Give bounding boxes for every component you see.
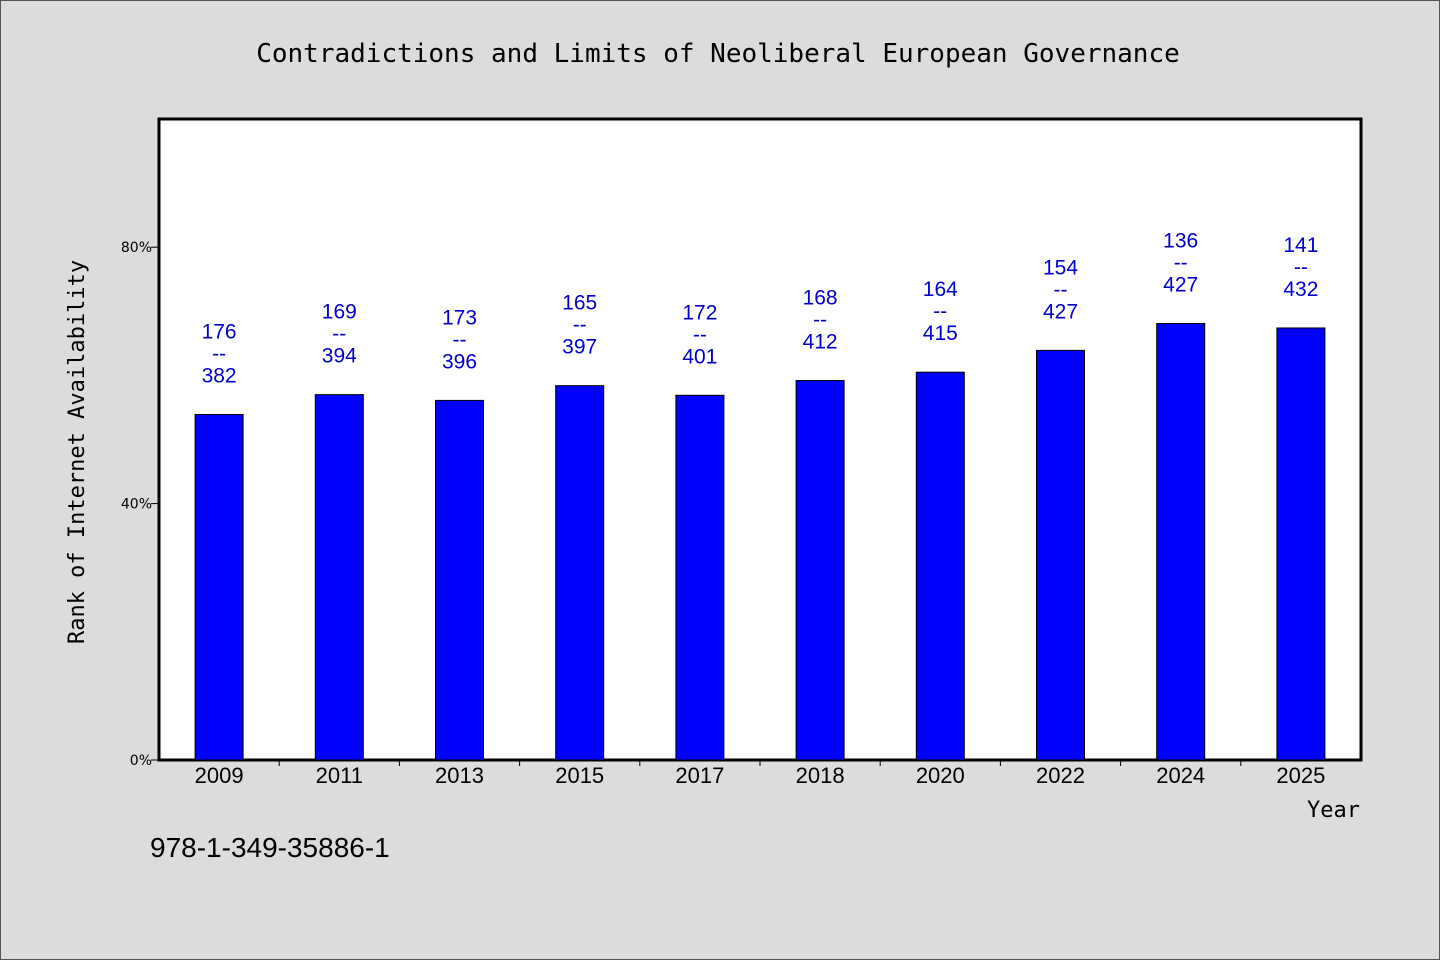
data-label-2024-top: 136 (1163, 229, 1198, 252)
data-labels: 176--382169--394173--396165--397172--401… (202, 229, 1319, 387)
data-label-2018-bottom: 412 (803, 331, 838, 354)
x-tick-label-2020: 2020 (916, 763, 965, 788)
data-label-2017-sep: -- (693, 323, 707, 346)
y-tick-label-80%: 80% (121, 240, 152, 256)
bar-2017 (675, 394, 725, 761)
x-tick-label-2024: 2024 (1156, 763, 1205, 788)
bar-2024 (1156, 322, 1206, 761)
data-label-2018-sep: -- (813, 309, 827, 332)
data-label-2022-bottom: 427 (1043, 300, 1078, 323)
bars (194, 322, 1326, 761)
data-label-2015-bottom: 397 (562, 336, 597, 359)
bar-2009 (194, 414, 244, 761)
data-label-2011-bottom: 394 (322, 345, 357, 368)
bar-2020 (915, 371, 965, 761)
data-label-2017-bottom: 401 (682, 345, 717, 368)
data-label-2015-sep: -- (573, 314, 587, 337)
x-tick-label-2025: 2025 (1276, 763, 1325, 788)
data-label-2022-top: 154 (1043, 256, 1078, 279)
data-label-2009-bottom: 382 (202, 365, 237, 388)
bar-2018 (795, 380, 845, 761)
bar-2013 (435, 399, 484, 761)
bar-2022 (1036, 349, 1085, 761)
data-label-2025-bottom: 432 (1283, 278, 1318, 301)
bar-2025 (1276, 327, 1326, 761)
x-tick-label-2022: 2022 (1036, 763, 1085, 788)
data-label-2018-top: 168 (803, 287, 838, 310)
x-axis-ticks: 2009 2011 2013 2015 2017 2018 2020 2022 2024 2025 (195, 760, 1325, 788)
y-tick-label-40%: 40% (121, 497, 152, 513)
data-label-2020-top: 164 (923, 278, 958, 301)
y-tick-label-0%: 0% (130, 753, 152, 769)
data-label-2013-top: 173 (442, 306, 477, 329)
bar-2011 (314, 394, 364, 761)
data-label-2017-top: 172 (682, 301, 717, 324)
x-axis-label: Year (1307, 798, 1360, 823)
data-label-2024-sep: -- (1174, 251, 1188, 274)
x-tick-label-2013: 2013 (435, 763, 484, 788)
chart-title: Contradictions and Limits of Neoliberal … (256, 39, 1180, 69)
x-tick-label-2009: 2009 (195, 763, 244, 788)
bar-2015 (555, 385, 605, 761)
data-label-2015-top: 165 (562, 292, 597, 315)
data-label-2020-sep: -- (933, 300, 947, 323)
data-label-2025-sep: -- (1294, 256, 1308, 279)
data-label-2009-top: 176 (202, 321, 237, 344)
x-tick-label-2017: 2017 (675, 763, 724, 788)
y-axis-ticks: 0% 40% 80% (121, 240, 159, 769)
footer-code: 978-1-349-35886-1 (150, 832, 390, 863)
data-label-2022-sep: -- (1054, 278, 1068, 301)
data-label-2013-bottom: 396 (442, 350, 477, 373)
x-tick-label-2015: 2015 (555, 763, 604, 788)
data-label-2025-top: 141 (1283, 234, 1318, 257)
data-label-2011-top: 169 (322, 301, 357, 324)
y-axis-label: Rank of Internet Availability (65, 260, 90, 644)
x-tick-label-2018: 2018 (796, 763, 845, 788)
data-label-2024-bottom: 427 (1163, 273, 1198, 296)
data-label-2009-sep: -- (212, 343, 226, 366)
data-label-2020-bottom: 415 (923, 322, 958, 345)
data-label-2013-sep: -- (453, 328, 467, 351)
data-label-2011-sep: -- (332, 323, 346, 346)
x-tick-label-2011: 2011 (316, 763, 363, 788)
